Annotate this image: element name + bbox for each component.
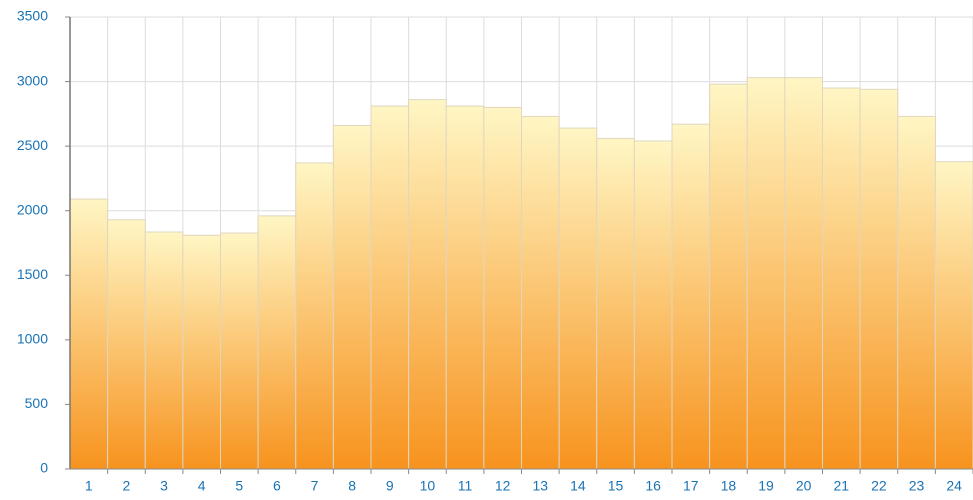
y-tick-label: 1500 [17,266,48,282]
x-tick-label: 2 [123,478,131,494]
bar [558,127,598,470]
bar [521,115,560,470]
bar [859,88,899,470]
y-tick-label: 3000 [17,72,48,88]
bar [746,77,786,470]
y-tick-label: 1000 [17,331,48,347]
x-tick-label: 8 [348,478,356,494]
x-tick-label: 15 [608,478,624,494]
bar [784,77,823,470]
x-tick-label: 24 [946,478,962,494]
x-tick-label: 3 [160,478,168,494]
bar [332,124,372,470]
x-tick-label: 14 [570,478,586,494]
x-tick-label: 18 [721,478,737,494]
bar [822,87,861,470]
bar [897,115,936,470]
x-tick-label: 19 [758,478,774,494]
x-tick-label: 7 [311,478,319,494]
x-tick-label: 21 [834,478,850,494]
y-tick-label: 2500 [17,137,48,153]
bar [69,198,109,470]
bar [370,105,410,470]
bar [671,123,711,470]
bar [144,231,184,470]
bar [709,83,748,470]
bar [107,219,146,470]
x-tick-label: 4 [198,478,206,494]
y-tick-label: 0 [40,460,48,476]
x-tick-label: 5 [235,478,243,494]
bar [934,161,973,470]
bar [633,140,673,470]
bar [295,162,334,470]
x-tick-label: 12 [495,478,511,494]
y-tick-label: 3500 [17,8,48,24]
bar [596,137,635,470]
bar [220,232,259,470]
x-tick-label: 20 [796,478,812,494]
x-tick-label: 13 [533,478,549,494]
x-tick-label: 22 [871,478,887,494]
bar [445,105,485,470]
bar [483,106,522,470]
x-tick-label: 1 [85,478,93,494]
x-tick-label: 6 [273,478,281,494]
x-tick-label: 16 [645,478,661,494]
y-tick-label: 500 [25,395,49,411]
y-tick-label: 2000 [17,201,48,217]
bar [182,234,221,470]
bar [408,99,447,470]
bar [257,215,297,470]
x-tick-label: 11 [458,478,473,494]
x-tick-label: 17 [683,478,699,494]
x-tick-label: 9 [386,478,394,494]
x-tick-label: 23 [909,478,925,494]
x-tick-label: 10 [420,478,436,494]
